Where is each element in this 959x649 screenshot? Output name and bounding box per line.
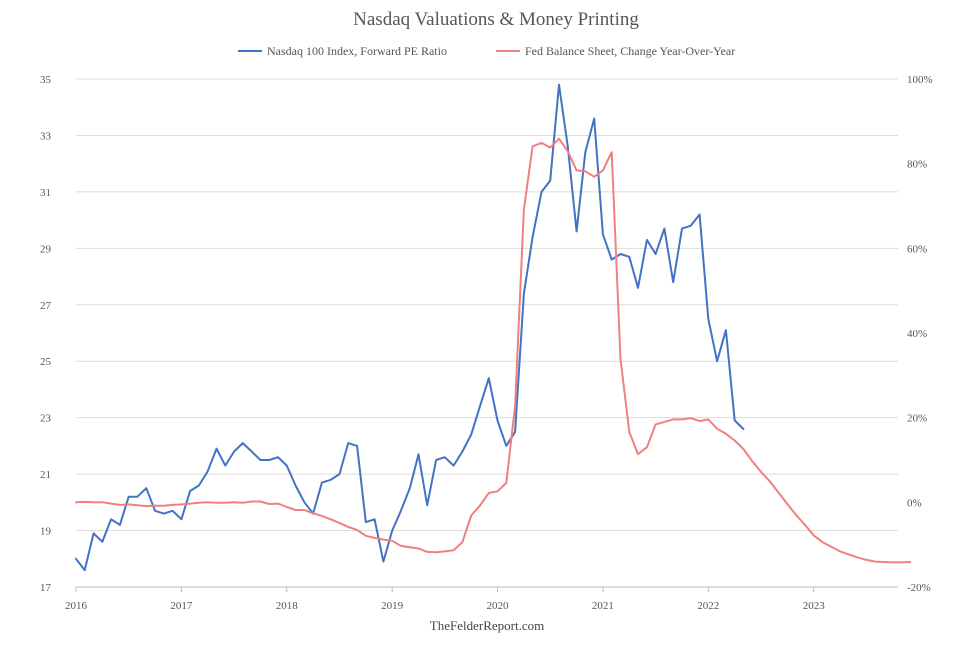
y-left-tick-label: 31 (40, 187, 51, 199)
y-left-tick-label: 17 (40, 582, 52, 594)
x-tick-label: 2021 (592, 600, 614, 612)
source-credit: TheFelderReport.com (430, 618, 544, 633)
series-line-fed-balance (75, 137, 912, 564)
chart-title: Nasdaq Valuations & Money Printing (353, 9, 639, 30)
x-tick-label: 2023 (803, 600, 826, 612)
y-left-tick-label: 21 (40, 469, 51, 481)
y-right-tick-label: 80% (907, 159, 927, 171)
series-lines (75, 83, 912, 572)
y-right-tick-label: -20% (907, 582, 931, 594)
y-left-tick-label: 25 (40, 356, 52, 368)
x-tick-label: 2019 (381, 600, 404, 612)
x-tick-label: 2016 (65, 600, 88, 612)
y-left-tick-label: 23 (40, 413, 52, 425)
x-tick-label: 2018 (276, 600, 299, 612)
y-left-tick-label: 27 (40, 300, 52, 312)
legend: Nasdaq 100 Index, Forward PE Ratio Fed B… (238, 44, 735, 58)
x-tick-label: 2022 (697, 600, 719, 612)
y-right-tick-label: 40% (907, 328, 927, 340)
y-left-tick-label: 19 (40, 526, 52, 538)
y-left-tick-label: 29 (40, 243, 52, 255)
x-tick-label: 2017 (170, 600, 193, 612)
legend-label-nasdaq-pe: Nasdaq 100 Index, Forward PE Ratio (267, 44, 447, 58)
x-tick-label: 2020 (487, 600, 510, 612)
y-right-tick-label: 20% (907, 413, 927, 425)
y-right-tick-label: 100% (907, 74, 933, 86)
gridlines (76, 78, 898, 532)
series-line-nasdaq-pe (75, 83, 745, 572)
y-right-tick-label: 0% (907, 497, 922, 509)
axes: 17 19 21 23 25 27 29 31 33 35 -20% 0% 20% 40% 60% 80% 10… (40, 74, 933, 612)
legend-label-fed-balance: Fed Balance Sheet, Change Year-Over-Year (525, 44, 735, 58)
y-left-tick-label: 33 (40, 130, 52, 142)
y-left-tick-label: 35 (40, 74, 52, 86)
y-right-tick-label: 60% (907, 243, 927, 255)
